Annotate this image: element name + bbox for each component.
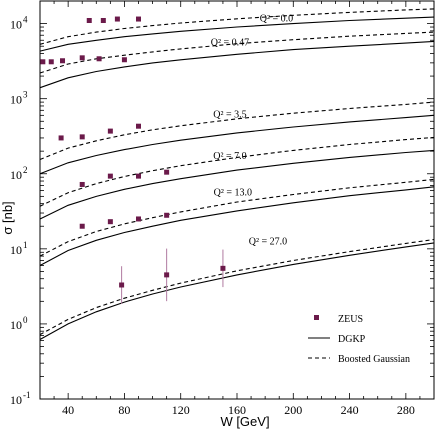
- curve-label: Q² = 7.0: [213, 151, 246, 162]
- boosted-gaussian-curve-q2-13_0: [39, 178, 435, 257]
- y-tick-exponent: -1: [23, 390, 31, 400]
- zeus-data-point: [107, 173, 113, 179]
- x-tick-label: 200: [284, 403, 302, 417]
- y-tick-exponent: 1: [23, 240, 28, 250]
- x-axis-title: W [GeV]: [220, 414, 269, 429]
- dgkp-curve-q2-7_0: [39, 149, 435, 220]
- boosted-gaussian-curve-q2-7_0: [39, 136, 435, 207]
- y-tick-label: 10: [10, 168, 22, 182]
- legend-label: Boosted Gaussian: [338, 354, 410, 365]
- y-tick-label: 10: [10, 243, 22, 257]
- legend: ZEUS DGKP Boosted Gaussian: [308, 314, 410, 365]
- boosted-gaussian-curve-q2-0_0: [39, 8, 435, 45]
- curve-label: Q² = 13.0: [214, 188, 252, 199]
- y-tick-exponent: 0: [23, 315, 28, 325]
- zeus-data-point: [58, 135, 64, 141]
- zeus-data-point: [164, 272, 170, 278]
- zeus-data-point: [121, 57, 127, 63]
- y-axis-title: σ [nb]: [0, 201, 15, 234]
- zeus-data-point: [96, 56, 102, 62]
- zeus-data-point: [136, 16, 141, 22]
- zeus-data-point: [40, 59, 46, 65]
- zeus-data-point: [86, 17, 92, 23]
- zeus-data-point: [79, 223, 85, 229]
- curve-label: Q² = 0.0: [260, 14, 293, 25]
- zeus-data-point: [220, 265, 226, 271]
- boosted-gaussian-curve-q2-27_0: [39, 238, 435, 336]
- zeus-data-point: [107, 128, 113, 134]
- x-tick-label: 240: [341, 403, 359, 417]
- zeus-data-point: [136, 216, 141, 222]
- zeus-data-point: [114, 16, 120, 22]
- y-tick-exponent: 2: [23, 165, 28, 175]
- curve-label: Q² = 27.0: [249, 236, 287, 247]
- dgkp-curve-q2-0_0: [39, 16, 435, 52]
- boosted-gaussian-curve-q2-0_47: [39, 31, 435, 74]
- curve-label: Q² = 0.47: [211, 38, 249, 49]
- zeus-data-point: [107, 219, 113, 225]
- zeus-data-point: [164, 169, 170, 175]
- zeus-data-point: [136, 173, 141, 179]
- y-tick-label: 10: [10, 318, 22, 332]
- zeus-data-point: [136, 123, 141, 129]
- zeus-data-point: [79, 55, 85, 61]
- zeus-data-point: [79, 134, 85, 140]
- curve-label: Q² = 3.5: [213, 110, 246, 121]
- x-tick-label: 40: [62, 403, 74, 417]
- y-tick-label: 10: [10, 18, 22, 32]
- y-tick-label: 10: [10, 93, 22, 107]
- legend-label: DGKP: [338, 334, 366, 345]
- zeus-data-point: [79, 181, 85, 187]
- legend-label: ZEUS: [338, 314, 363, 325]
- zeus-data-point: [100, 17, 106, 23]
- x-tick-label: 80: [118, 403, 130, 417]
- dgkp-curve-q2-27_0: [39, 242, 435, 340]
- dgkp-curve-q2-13_0: [39, 186, 435, 266]
- legend-marker-zeus: [314, 315, 319, 320]
- zeus-data-point: [119, 282, 125, 288]
- x-tick-label: 280: [397, 403, 415, 417]
- dgkp-curve-q2-0_47: [39, 40, 435, 89]
- boosted-gaussian-curve-q2-3_5: [39, 101, 435, 161]
- y-tick-exponent: 4: [23, 15, 28, 25]
- zeus-data-point: [164, 212, 170, 218]
- zeus-data-point: [60, 58, 66, 64]
- dgkp-curve-q2-3_5: [39, 114, 435, 175]
- y-tick-exponent: 3: [23, 90, 28, 100]
- zeus-data-point: [48, 59, 54, 65]
- x-tick-label: 160: [228, 403, 246, 417]
- x-tick-label: 120: [172, 403, 190, 417]
- y-tick-label: 10: [10, 393, 22, 407]
